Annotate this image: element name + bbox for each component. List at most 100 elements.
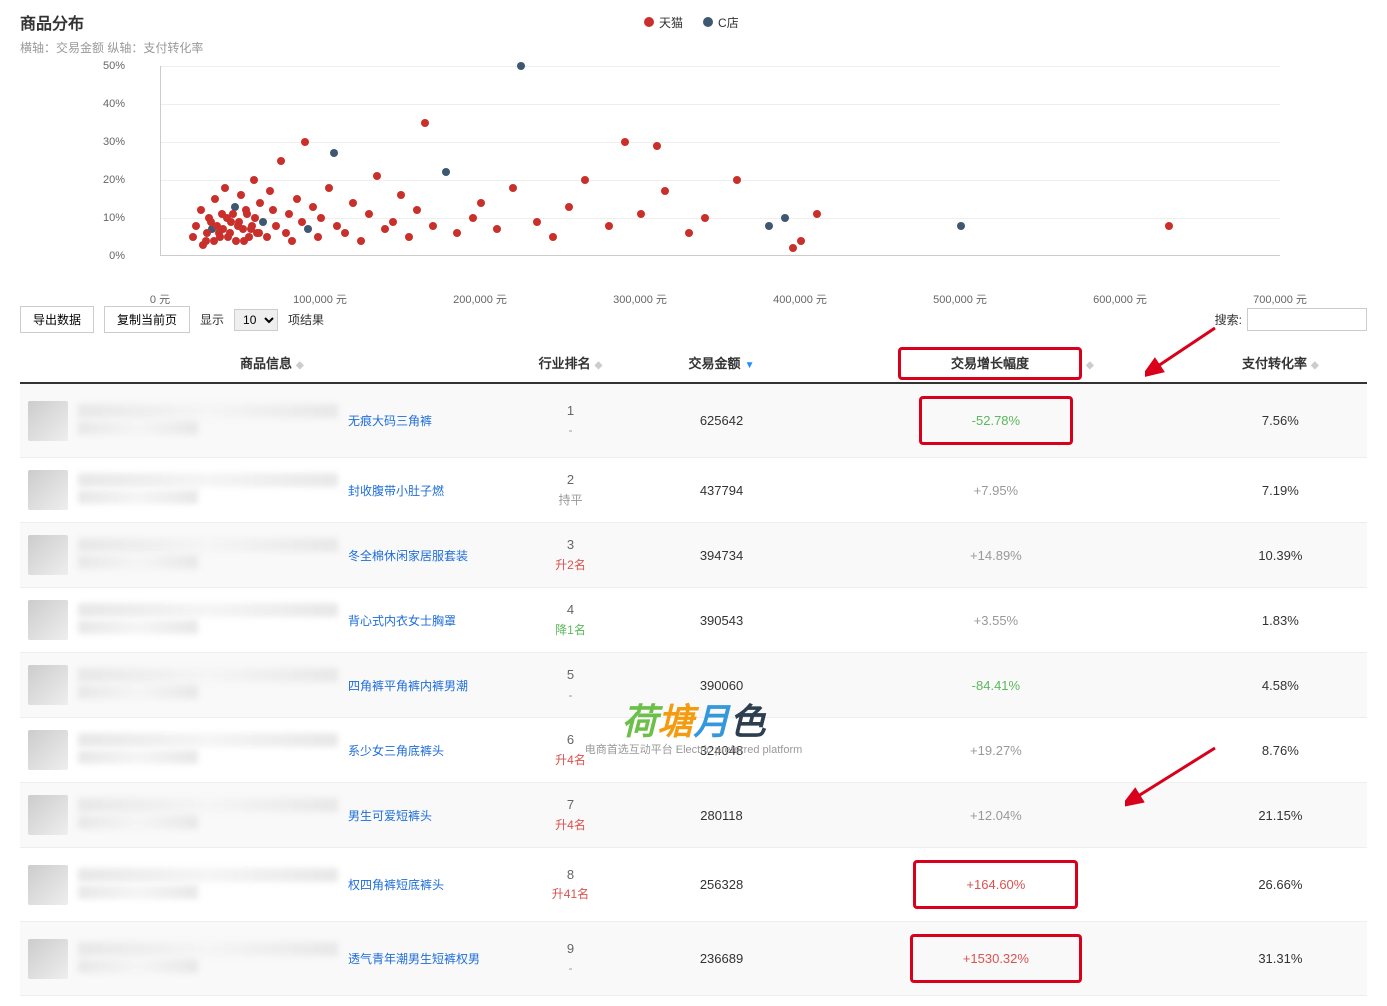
scatter-point[interactable] (325, 184, 333, 192)
column-header[interactable]: 商品信息◆ (20, 343, 496, 383)
scatter-point[interactable] (389, 218, 397, 226)
product-thumbnail[interactable] (28, 665, 68, 705)
product-thumbnail[interactable] (28, 939, 68, 979)
scatter-point[interactable] (357, 237, 365, 245)
scatter-point[interactable] (365, 210, 373, 218)
scatter-point[interactable] (192, 222, 200, 230)
scatter-point[interactable] (493, 225, 501, 233)
scatter-point[interactable] (266, 187, 274, 195)
scatter-point[interactable] (429, 222, 437, 230)
scatter-point[interactable] (250, 176, 258, 184)
scatter-point[interactable] (373, 172, 381, 180)
product-thumbnail[interactable] (28, 401, 68, 441)
table-row[interactable]: 无痕大码三角裤1-625642-52.78%7.56% (20, 383, 1367, 458)
scatter-point[interactable] (251, 214, 259, 222)
scatter-point[interactable] (781, 214, 789, 222)
scatter-point[interactable] (221, 184, 229, 192)
product-thumbnail[interactable] (28, 730, 68, 770)
scatter-point[interactable] (293, 195, 301, 203)
scatter-point[interactable] (1165, 222, 1173, 230)
scatter-point[interactable] (789, 244, 797, 252)
page-size-select[interactable]: 10 (234, 309, 278, 331)
scatter-point[interactable] (549, 233, 557, 241)
scatter-point[interactable] (621, 138, 629, 146)
scatter-point[interactable] (197, 206, 205, 214)
product-thumbnail[interactable] (28, 470, 68, 510)
scatter-point[interactable] (317, 214, 325, 222)
table-row[interactable]: 权四角裤短底裤头8升41名256328+164.60%26.66% (20, 848, 1367, 922)
scatter-point[interactable] (272, 222, 280, 230)
scatter-point[interactable] (813, 210, 821, 218)
scatter-point[interactable] (288, 237, 296, 245)
scatter-point[interactable] (248, 222, 256, 230)
scatter-point[interactable] (765, 222, 773, 230)
scatter-point[interactable] (298, 218, 306, 226)
product-thumbnail[interactable] (28, 865, 68, 905)
sort-icon[interactable]: ◆ (296, 360, 304, 371)
scatter-point[interactable] (333, 222, 341, 230)
scatter-point[interactable] (301, 138, 309, 146)
scatter-point[interactable] (232, 237, 240, 245)
scatter-point[interactable] (256, 199, 264, 207)
scatter-point[interactable] (477, 199, 485, 207)
scatter-point[interactable] (509, 184, 517, 192)
table-row[interactable]: 透气青年潮男生短裤权男9-236689+1530.32%31.31% (20, 922, 1367, 996)
column-header[interactable]: 交易金额▼ (645, 343, 798, 383)
sort-icon[interactable]: ◆ (595, 360, 603, 371)
scatter-point[interactable] (242, 206, 250, 214)
scatter-point[interactable] (381, 225, 389, 233)
scatter-point[interactable] (330, 149, 338, 157)
legend-item[interactable]: C店 (703, 14, 739, 31)
scatter-point[interactable] (269, 206, 277, 214)
copy-page-button[interactable]: 复制当前页 (104, 306, 190, 333)
table-row[interactable]: 封收腹带小肚子燃2持平437794+7.95%7.19% (20, 458, 1367, 523)
scatter-point[interactable] (517, 62, 525, 70)
scatter-point[interactable] (685, 229, 693, 237)
scatter-point[interactable] (413, 206, 421, 214)
export-button[interactable]: 导出数据 (20, 306, 94, 333)
scatter-point[interactable] (203, 229, 211, 237)
scatter-point[interactable] (255, 229, 263, 237)
scatter-point[interactable] (341, 229, 349, 237)
table-row[interactable]: 男生可爱短裤头7升4名280118+12.04%21.15% (20, 783, 1367, 848)
scatter-point[interactable] (229, 210, 237, 218)
scatter-point[interactable] (211, 195, 219, 203)
scatter-point[interactable] (733, 176, 741, 184)
scatter-point[interactable] (701, 214, 709, 222)
table-row[interactable]: 系少女三角底裤头6升4名324048+19.27%8.76% (20, 718, 1367, 783)
product-name-link[interactable]: 冬全棉休闲家居服套装 (348, 547, 488, 564)
scatter-point[interactable] (405, 233, 413, 241)
table-row[interactable]: 冬全棉休闲家居服套装3升2名394734+14.89%10.39% (20, 523, 1367, 588)
column-header[interactable]: 支付转化率◆ (1194, 343, 1367, 383)
scatter-point[interactable] (314, 233, 322, 241)
product-name-link[interactable]: 权四角裤短底裤头 (348, 876, 488, 893)
sort-icon[interactable]: ▼ (745, 360, 755, 371)
product-name-link[interactable]: 系少女三角底裤头 (348, 742, 488, 759)
scatter-point[interactable] (661, 187, 669, 195)
product-name-link[interactable]: 透气青年潮男生短裤权男 (348, 950, 488, 967)
scatter-point[interactable] (189, 233, 197, 241)
product-name-link[interactable]: 男生可爱短裤头 (348, 807, 488, 824)
scatter-point[interactable] (957, 222, 965, 230)
scatter-point[interactable] (239, 225, 247, 233)
scatter-point[interactable] (237, 191, 245, 199)
table-row[interactable]: 四角裤平角裤内裤男潮5-390060-84.41%4.58% (20, 653, 1367, 718)
product-thumbnail[interactable] (28, 535, 68, 575)
product-name-link[interactable]: 无痕大码三角裤 (348, 412, 488, 429)
scatter-point[interactable] (797, 237, 805, 245)
product-thumbnail[interactable] (28, 600, 68, 640)
column-header[interactable]: 行业排名◆ (496, 343, 645, 383)
sort-icon[interactable]: ◆ (1086, 360, 1094, 371)
scatter-point[interactable] (216, 233, 224, 241)
scatter-point[interactable] (637, 210, 645, 218)
product-name-link[interactable]: 封收腹带小肚子燃 (348, 482, 488, 499)
scatter-point[interactable] (277, 157, 285, 165)
scatter-point[interactable] (565, 203, 573, 211)
scatter-point[interactable] (282, 229, 290, 237)
legend-item[interactable]: 天猫 (644, 14, 683, 31)
search-input[interactable] (1247, 308, 1367, 331)
product-name-link[interactable]: 背心式内衣女士胸罩 (348, 612, 488, 629)
scatter-point[interactable] (421, 119, 429, 127)
scatter-point[interactable] (442, 168, 450, 176)
sort-icon[interactable]: ◆ (1311, 360, 1319, 371)
